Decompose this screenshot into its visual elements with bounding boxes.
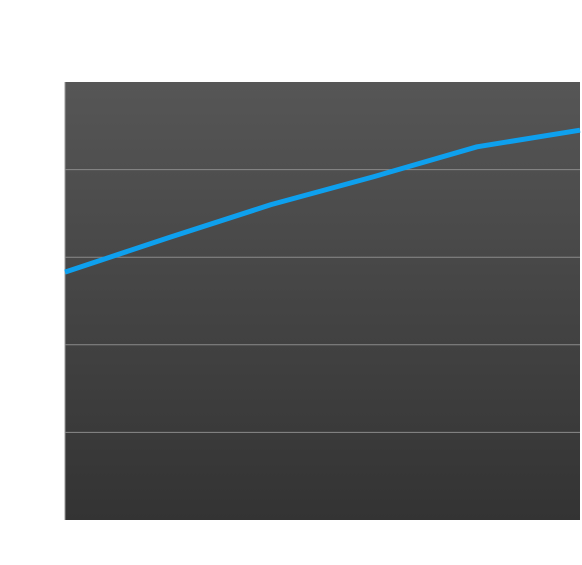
- plot-area: [65, 82, 580, 520]
- data-line: [64, 127, 581, 275]
